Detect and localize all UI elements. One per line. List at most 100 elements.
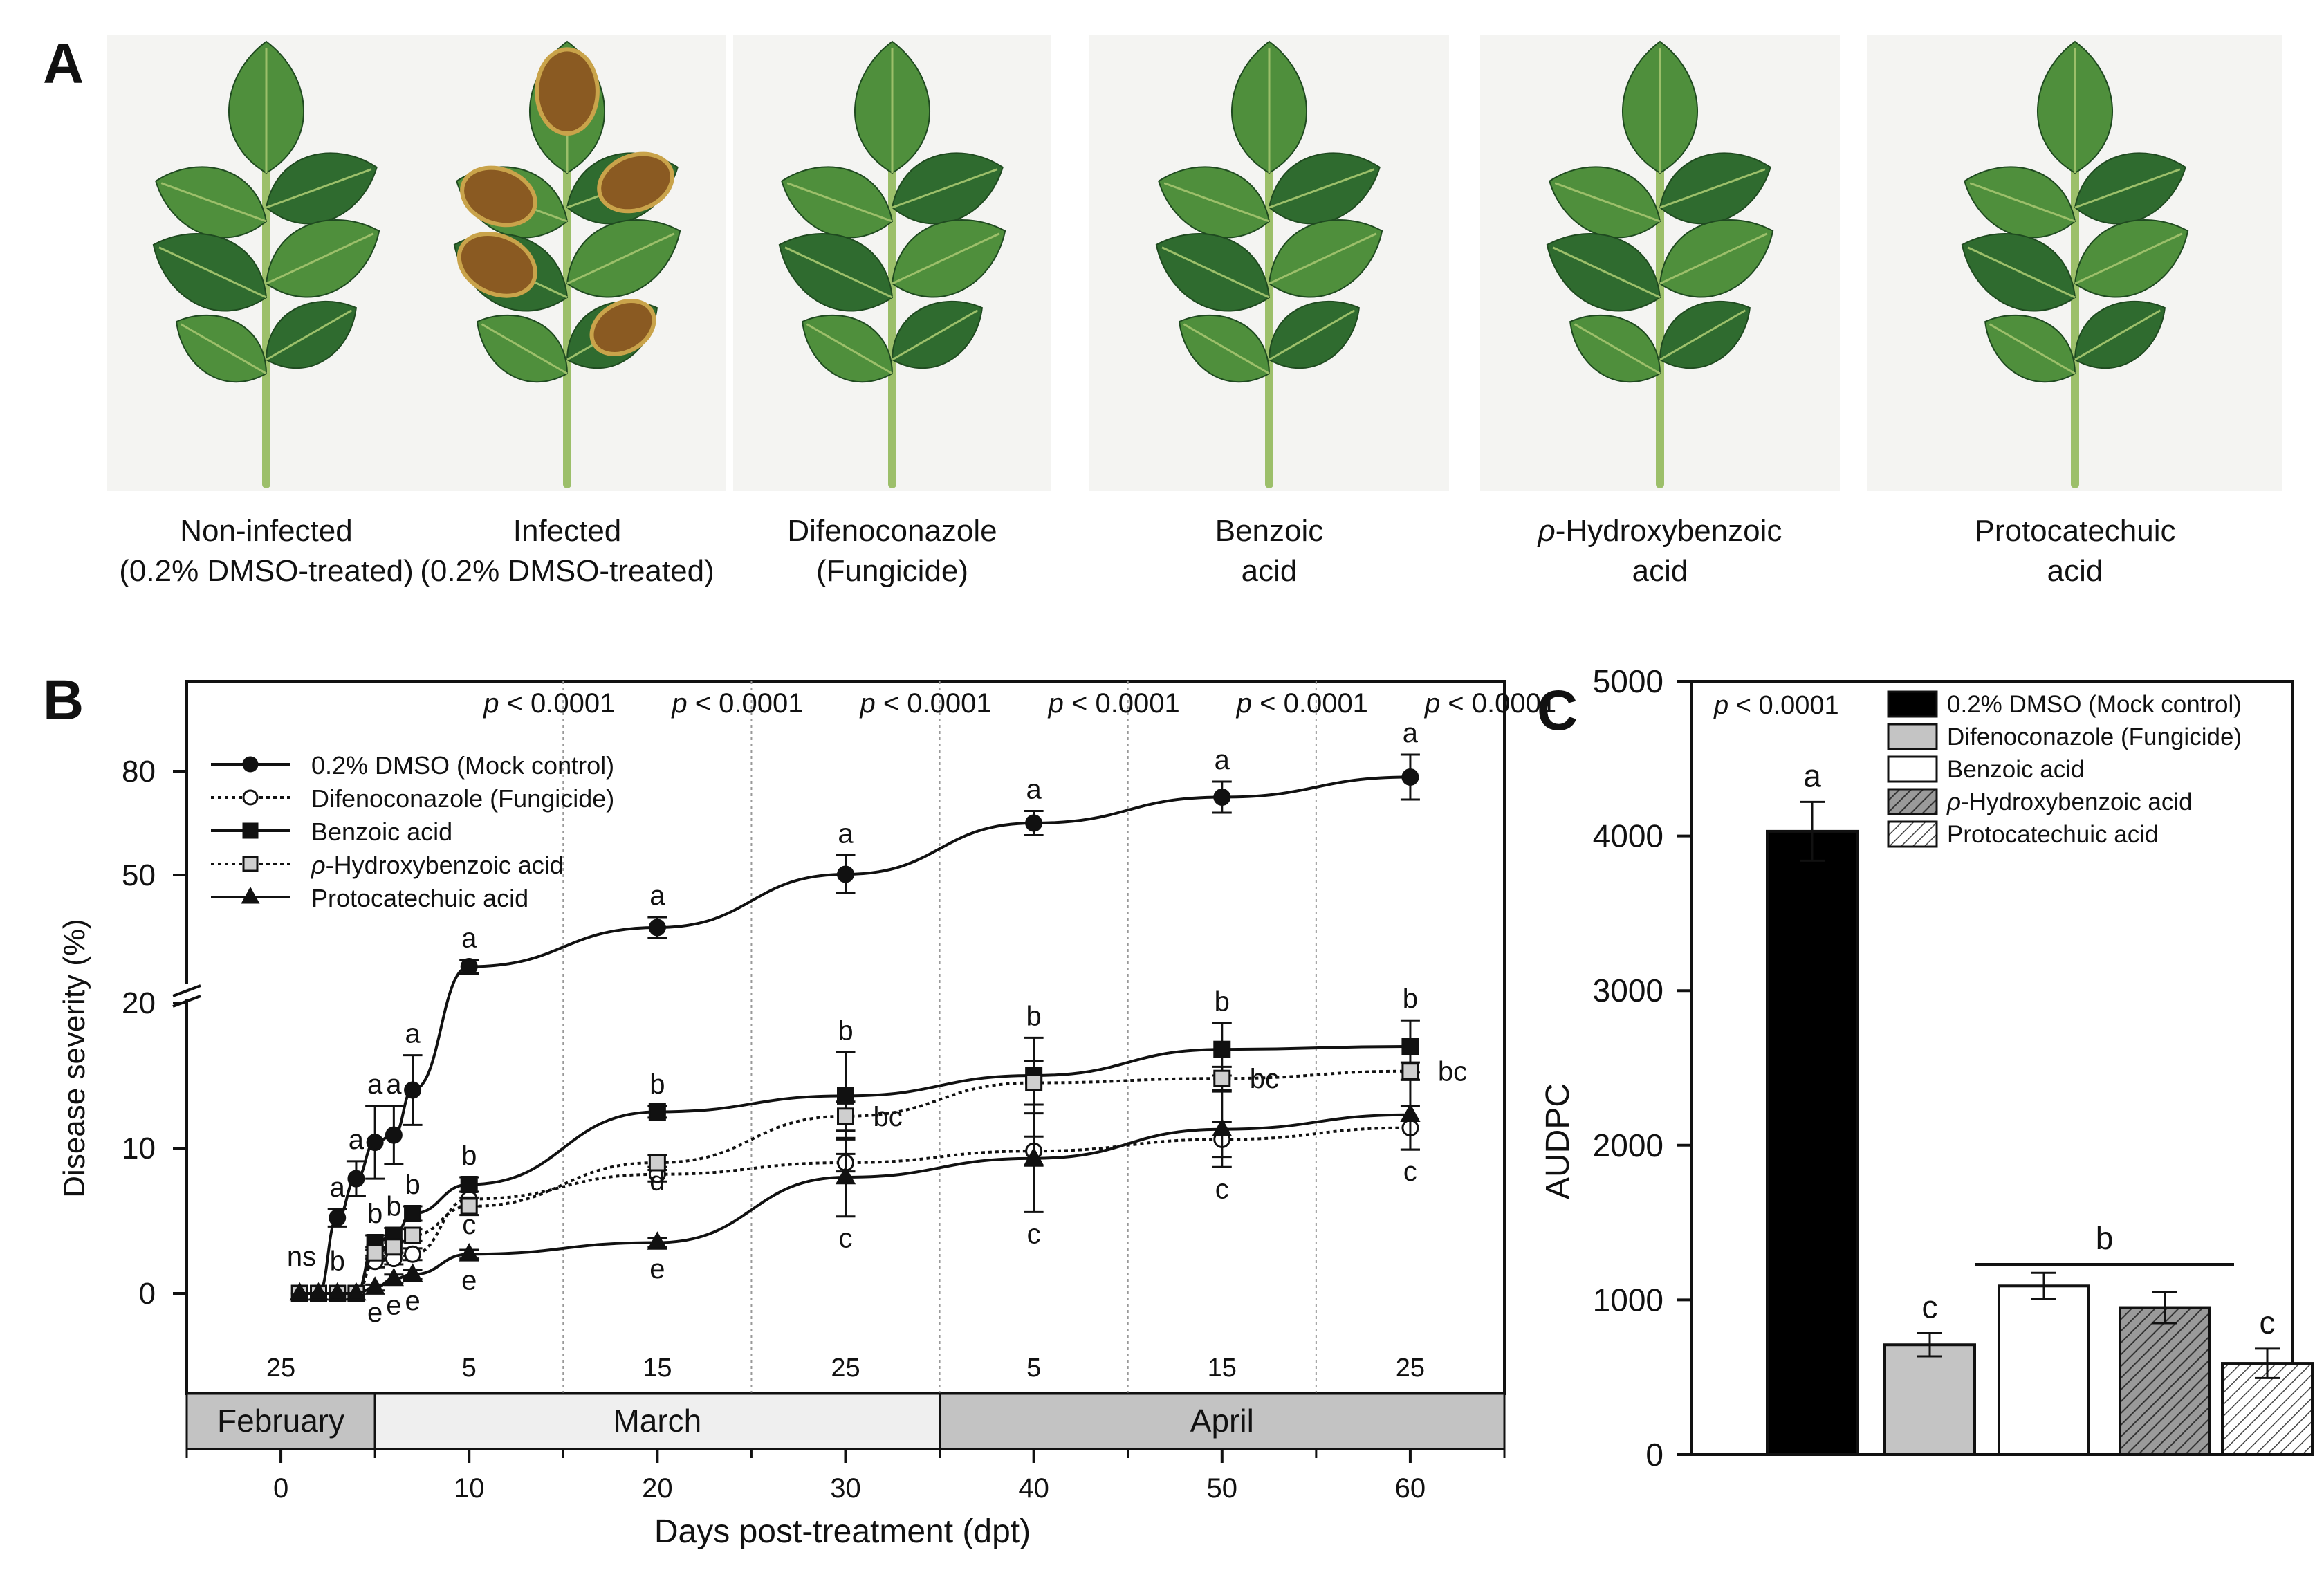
leaflet-vein [266, 309, 353, 361]
leaflet-blade [265, 152, 378, 225]
p-rest: < 0.0001 [1440, 688, 1556, 719]
marker-circle [837, 865, 854, 883]
significance-letter: bc [1438, 1057, 1467, 1087]
leaflet [1268, 219, 1383, 298]
leaflet-blade [265, 219, 380, 298]
leaflet-blade [781, 166, 894, 239]
leaflet-vein [784, 246, 893, 299]
marker-square [404, 1226, 422, 1244]
p-symbol: p [1236, 688, 1252, 719]
significance-letter: c [462, 1210, 476, 1240]
lesion [456, 231, 537, 298]
significance-letter: b [461, 1141, 477, 1171]
marker-triangle [402, 1263, 423, 1282]
legend-label: ρ-Hydroxybenzoic acid [311, 851, 564, 879]
x-tick-label: 10 [454, 1473, 485, 1504]
leaf-caption-line2: acid [1242, 554, 1298, 588]
leaflet [477, 314, 569, 383]
significance-letter: b [1215, 986, 1230, 1017]
legend-swatch [1887, 820, 1938, 848]
significance-letter: a [838, 819, 854, 849]
legend-label: 0.2% DMSO (Mock control) [1947, 691, 2242, 718]
legend-label: 0.2% DMSO (Mock control) [311, 751, 614, 780]
leaflet-vein [892, 309, 979, 361]
marker-triangle [327, 1282, 348, 1301]
p-value-label: p < 0.0001 [671, 688, 803, 719]
leaflet-vein [2074, 309, 2161, 361]
significance-letter: bc [1250, 1064, 1279, 1094]
date-label: 15 [1208, 1354, 1237, 1383]
significance-letter: a [405, 1019, 421, 1049]
leaf-specimen: ρ-Hydroxybenzoic acid [1480, 35, 1840, 588]
caption-text: -Hydroxybenzoic [1556, 514, 1782, 548]
leaflet [1155, 233, 1271, 312]
leaflet [778, 233, 894, 312]
lesion [597, 151, 674, 214]
p-symbol: p [1424, 688, 1440, 719]
leaflet-vein [786, 182, 893, 223]
p-rest: < 0.0001 [876, 688, 992, 719]
leaflet-blade [1268, 152, 1381, 225]
leaflet-vein [566, 232, 675, 285]
marker-square [366, 1244, 384, 1262]
leaflet-vein [1659, 232, 1768, 285]
significance-letter: c [1922, 1289, 1938, 1325]
leaf-caption-line2: (0.2% DMSO-treated) [119, 554, 413, 588]
group-letter: b [2096, 1220, 2114, 1256]
leaflet-blade [1155, 233, 1271, 312]
panel-c-audpc-chart: C 0 1000 2000 3000 4000 5000 AUDPC p < 0.0001… [1537, 663, 2314, 1473]
significance-letter: c [1027, 1219, 1041, 1249]
legend-label: Benzoic acid [1947, 756, 2084, 783]
significance-letter: c [2260, 1304, 2276, 1340]
leaflet-vein [892, 168, 998, 209]
leaflet [1659, 152, 1771, 225]
legend: 0.2% DMSO (Mock control) Difenoconazole (… [1887, 690, 2242, 848]
leaflet [1268, 300, 1360, 369]
leaflet [891, 152, 1004, 225]
legend-swatch [1887, 788, 1938, 815]
marker-circle [1401, 768, 1419, 786]
significance-letter: e [461, 1266, 477, 1296]
leaflet-vein [1554, 182, 1661, 223]
leaflet [228, 40, 305, 174]
legend-label: Difenoconazole (Fungicide) [311, 784, 614, 813]
significance-letter: e [405, 1286, 420, 1316]
leaflet [1961, 233, 2076, 312]
leaf-specimen: Non-infected (0.2% DMSO-treated) [107, 35, 425, 588]
leaflet [1549, 166, 1661, 239]
month-band [185, 1392, 376, 1450]
significance-letter: a [330, 1172, 346, 1203]
marker-triangle [459, 1242, 479, 1262]
significance-letter: b [367, 1199, 382, 1229]
x-tick-label: 40 [1018, 1473, 1049, 1504]
y-tick-label: 4000 [1593, 818, 1663, 854]
leaflet-blade [1546, 233, 1661, 312]
leaflet-blade [566, 219, 681, 298]
significance-letter: d [649, 1166, 665, 1197]
lesion [535, 47, 600, 136]
legend: 0.2% DMSO (Mock control) Difenoconazole (… [211, 751, 614, 912]
significance-letter: a [1403, 718, 1419, 748]
marker-square [1401, 1038, 1419, 1055]
significance-letter: a [367, 1069, 383, 1100]
legend-rest: -Hydroxybenzoic acid [1961, 788, 2193, 815]
marker-square [404, 1205, 422, 1222]
leaflet [1546, 233, 1661, 312]
leaflet-vein [2074, 168, 2181, 209]
legend-label: Difenoconazole (Fungicide) [1947, 723, 2242, 750]
marker-square [460, 1176, 478, 1193]
month-band [374, 1392, 941, 1450]
leaflet [1179, 314, 1271, 383]
y-axis-label: AUDPC [1540, 1083, 1576, 1199]
caption-text: Non-infected [180, 514, 352, 548]
caption-text: Benzoic [1215, 514, 1324, 548]
legend-rest: -Hydroxybenzoic acid [326, 851, 564, 879]
leaflet-blade [1158, 166, 1271, 239]
leaflet [265, 152, 378, 225]
leaf-caption-line2: acid [2047, 554, 2103, 588]
leaflet-blade [778, 233, 894, 312]
leaflet [1569, 314, 1661, 383]
leaflet [152, 233, 268, 312]
leaflet [1659, 219, 1774, 298]
leaflet [456, 165, 569, 239]
